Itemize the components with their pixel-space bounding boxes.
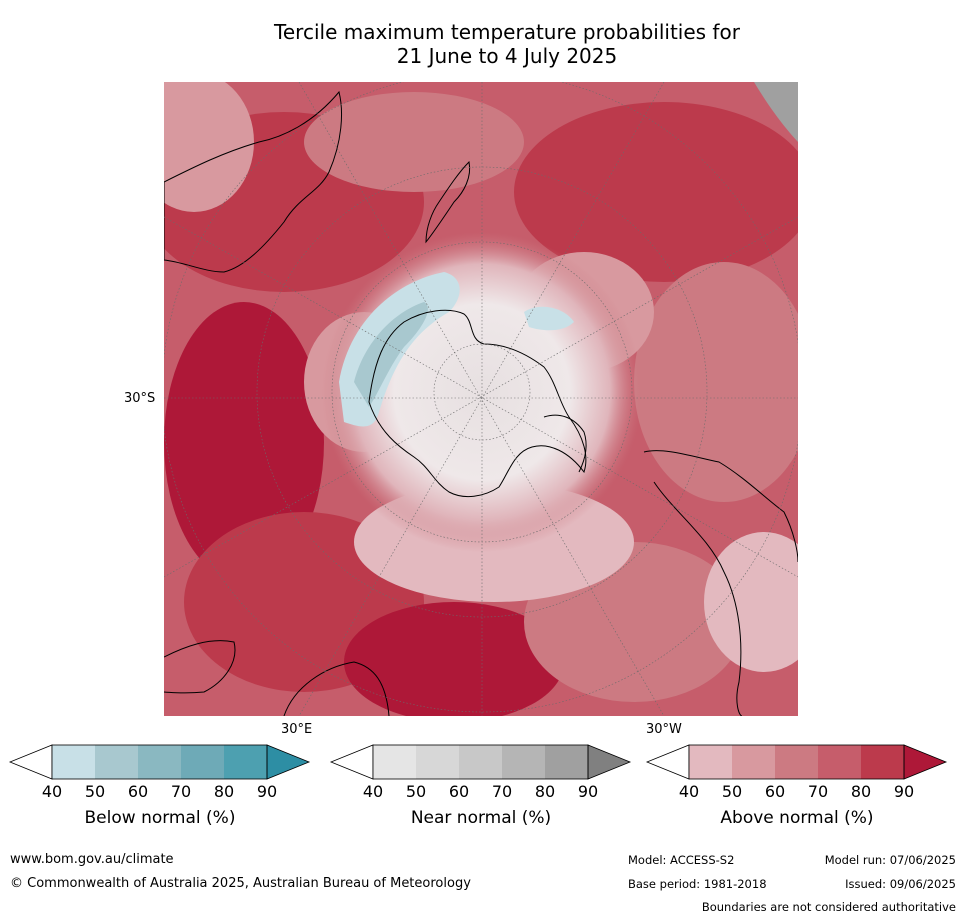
near-normal-segment bbox=[459, 745, 502, 779]
map-title: Tercile maximum temperature probabilitie… bbox=[164, 20, 850, 68]
above-normal-extend-low bbox=[645, 744, 690, 780]
near-normal-segment bbox=[545, 745, 588, 779]
above-normal-tick-label: 40 bbox=[678, 782, 700, 801]
above-normal-segment bbox=[732, 745, 775, 779]
near-normal-tick-label: 80 bbox=[534, 782, 556, 801]
ticks-above-normal: 40 50 60 70 80 90 bbox=[647, 782, 947, 802]
footer-copyright: © Commonwealth of Australia 2025, Austra… bbox=[10, 876, 471, 891]
footer-url: www.bom.gov.au/climate bbox=[10, 852, 174, 867]
antarctica-coastline bbox=[368, 309, 587, 498]
lon-label-30w: 30°W bbox=[646, 722, 682, 737]
near-normal-tick-label: 40 bbox=[362, 782, 384, 801]
near-normal-segment bbox=[502, 745, 545, 779]
above-normal-segment bbox=[861, 745, 904, 779]
ticks-below-normal: 40 50 60 70 80 90 bbox=[10, 782, 310, 802]
below-normal-tick-label: 60 bbox=[127, 782, 149, 801]
above-normal-segment bbox=[689, 745, 732, 779]
below-normal-tick-label: 90 bbox=[256, 782, 278, 801]
near-normal-tick-label: 60 bbox=[448, 782, 470, 801]
map-svg bbox=[164, 82, 798, 716]
above-normal-tick-label: 90 bbox=[893, 782, 915, 801]
lat-label-30s: 30°S bbox=[124, 391, 156, 406]
south-america-coastline bbox=[643, 450, 798, 716]
below-normal-segment bbox=[52, 745, 95, 779]
legend-title-below-normal: Below normal (%) bbox=[84, 808, 236, 828]
below-normal-segment bbox=[95, 745, 138, 779]
near-normal-segment bbox=[373, 745, 416, 779]
footer-issued: Issued: 09/06/2025 bbox=[845, 877, 956, 891]
below-normal-segment bbox=[138, 745, 181, 779]
below-normal-tick-label: 70 bbox=[170, 782, 192, 801]
new-zealand-coastline bbox=[425, 160, 471, 244]
above-normal-segment bbox=[775, 745, 818, 779]
below-normal-tick-label: 80 bbox=[213, 782, 235, 801]
above-normal-extend-high bbox=[903, 744, 948, 780]
below-normal-tick-label: 50 bbox=[84, 782, 106, 801]
probability-map bbox=[164, 82, 798, 716]
colorbar-above-normal bbox=[645, 744, 948, 780]
near-normal-tick-label: 50 bbox=[405, 782, 427, 801]
no-data-land bbox=[754, 82, 798, 142]
below-normal-extend-high bbox=[266, 744, 311, 780]
above-normal-outline bbox=[688, 744, 905, 780]
colorbar-near-normal bbox=[329, 744, 632, 780]
australia-coastline bbox=[164, 90, 343, 273]
near-normal-tick-label: 70 bbox=[491, 782, 513, 801]
graticule bbox=[164, 82, 798, 716]
antarctic-peninsula bbox=[543, 414, 587, 473]
legend-title-above-normal: Above normal (%) bbox=[720, 808, 874, 828]
above-normal-segment bbox=[818, 745, 861, 779]
legend-below-normal: 40 50 60 70 80 90 Below normal (%) bbox=[8, 744, 311, 834]
above-normal-tick-label: 70 bbox=[807, 782, 829, 801]
near-normal-extend-low bbox=[329, 744, 374, 780]
footer-base-period: Base period: 1981-2018 bbox=[628, 877, 767, 891]
above-normal-tick-label: 60 bbox=[764, 782, 786, 801]
above-normal-tick-label: 80 bbox=[850, 782, 872, 801]
ticks-near-normal: 40 50 60 70 80 90 bbox=[331, 782, 631, 802]
below-normal-segment bbox=[181, 745, 224, 779]
footer-model-run: Model run: 07/06/2025 bbox=[824, 853, 956, 867]
footer-model: Model: ACCESS-S2 bbox=[628, 853, 735, 867]
below-normal-patch bbox=[524, 306, 574, 331]
near-normal-tick-label: 90 bbox=[577, 782, 599, 801]
africa-coastline bbox=[164, 640, 390, 716]
near-normal-outline bbox=[372, 744, 589, 780]
near-normal-segment bbox=[416, 745, 459, 779]
legend-above-normal: 40 50 60 70 80 90 Above normal (%) bbox=[645, 744, 948, 834]
footer-disclaimer: Boundaries are not considered authoritat… bbox=[701, 900, 956, 914]
below-normal-outline bbox=[51, 744, 268, 780]
below-normal-extend-low bbox=[8, 744, 53, 780]
colorbar-below-normal bbox=[8, 744, 311, 780]
below-normal-tick-label: 40 bbox=[41, 782, 63, 801]
legend-title-near-normal: Near normal (%) bbox=[410, 808, 552, 828]
near-normal-extend-high bbox=[587, 744, 632, 780]
legend-near-normal: 40 50 60 70 80 90 Near normal (%) bbox=[329, 744, 632, 834]
below-normal-segment bbox=[224, 745, 267, 779]
title-line-1: Tercile maximum temperature probabilitie… bbox=[274, 20, 740, 44]
title-line-2: 21 June to 4 July 2025 bbox=[396, 44, 618, 68]
lon-label-30e: 30°E bbox=[281, 722, 313, 737]
above-normal-tick-label: 50 bbox=[721, 782, 743, 801]
